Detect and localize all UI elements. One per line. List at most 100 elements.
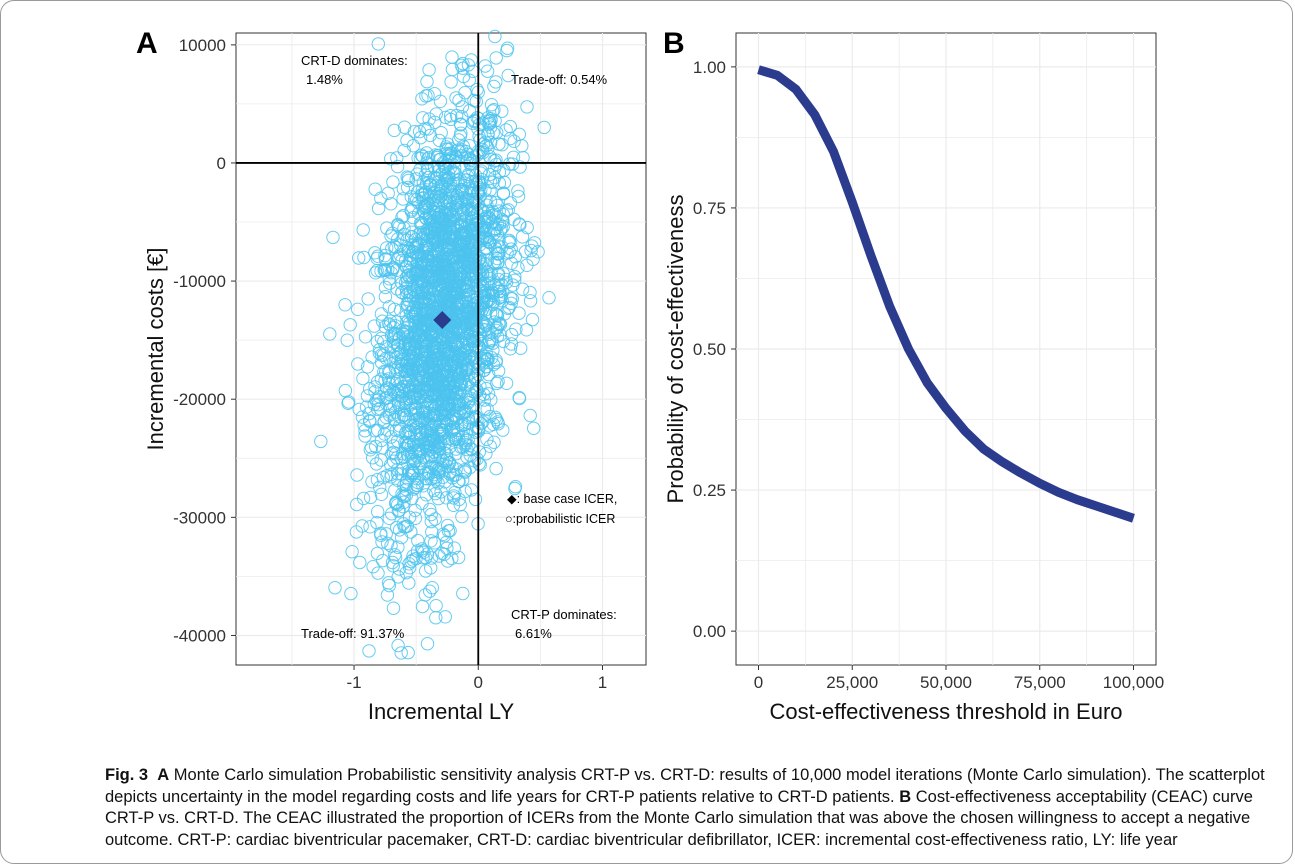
probabilistic-icer-point (431, 476, 445, 490)
annotation-se-line2: 6.61% (515, 626, 552, 641)
probabilistic-icer-point (394, 646, 408, 660)
probabilistic-icer-point (416, 191, 431, 205)
y-tick-label: 1.00 (693, 58, 726, 77)
probabilistic-icer-point (353, 555, 367, 570)
probabilistic-icer-point (388, 548, 402, 562)
probabilistic-icer-point (415, 92, 429, 106)
probabilistic-icer-point (479, 447, 493, 461)
probabilistic-icer-point (343, 318, 357, 332)
probabilistic-icer-point (481, 111, 495, 125)
probabilistic-icer-point (445, 50, 459, 64)
probabilistic-icer-point (523, 408, 537, 423)
probabilistic-icer-point (363, 382, 377, 396)
x-tick-label: 100,000 (1103, 673, 1164, 692)
probabilistic-icer-point (391, 638, 405, 653)
probabilistic-icer-point (392, 503, 406, 517)
caption-a-label: A (157, 766, 170, 784)
probabilistic-icer-point (338, 298, 352, 312)
probabilistic-icer-point (460, 450, 474, 464)
probabilistic-icer-point (500, 43, 514, 58)
probabilistic-icer-point (408, 511, 423, 525)
probabilistic-icer-point (384, 266, 398, 280)
probabilistic-icer-point (351, 302, 365, 316)
probabilistic-icer-point (370, 516, 384, 530)
y-tick-label: 0.00 (693, 622, 726, 641)
probabilistic-icer-point (352, 402, 366, 417)
caption-b-label: B (899, 787, 912, 806)
probabilistic-icer-point (387, 344, 401, 359)
probabilistic-icer-point (501, 68, 515, 83)
probabilistic-icer-point (378, 262, 392, 277)
probabilistic-icer-point (432, 549, 446, 563)
probabilistic-icer-point (488, 29, 502, 44)
probabilistic-icer-point (361, 292, 375, 306)
probabilistic-icer-point (499, 376, 514, 390)
probabilistic-icer-point (519, 323, 534, 337)
probabilistic-icer-point (523, 285, 537, 300)
probabilistic-icer-point (397, 120, 412, 134)
probabilistic-icer-point (489, 75, 503, 89)
probabilistic-icer-point (525, 312, 540, 327)
annotation-nw-line1: CRT-D dominates: (301, 53, 408, 68)
probabilistic-icer-point (373, 480, 387, 494)
x-tick-label: -1 (346, 673, 361, 692)
probabilistic-icer-point (505, 292, 519, 306)
probabilistic-icer-point (427, 87, 442, 101)
probabilistic-icer-point (489, 461, 503, 476)
probabilistic-icer-point (341, 396, 355, 410)
probabilistic-icer-point (381, 372, 396, 386)
probabilistic-icer-point (504, 337, 519, 351)
probabilistic-icer-point (349, 525, 364, 539)
probabilistic-icer-point (395, 210, 409, 224)
probabilistic-icer-point (381, 186, 395, 201)
y-tick-label: -30000 (173, 508, 226, 527)
probabilistic-icer-point (397, 143, 411, 158)
probabilistic-icer-point (410, 258, 424, 272)
caption-fig-label: Fig. 3 (105, 766, 149, 784)
probabilistic-icer-point (363, 490, 378, 505)
probabilistic-icer-point (356, 491, 371, 506)
probabilistic-icer-point (419, 488, 433, 502)
legend-base-case: ◆: base case ICER, (507, 492, 617, 506)
annotation-ne: Trade-off: 0.54% (511, 72, 608, 87)
probabilistic-icer-point (505, 157, 520, 171)
probabilistic-icer-point (323, 327, 337, 341)
probabilistic-icer-point (357, 418, 371, 432)
probabilistic-icer-point (454, 58, 469, 73)
probabilistic-icer-point (456, 61, 470, 75)
probabilistic-icer-point (479, 139, 493, 153)
probabilistic-icer-point (483, 439, 497, 453)
probabilistic-icer-point (397, 489, 412, 504)
panel-a-y-axis-label: Incremental costs [€] (143, 248, 168, 451)
probabilistic-icer-point (484, 98, 499, 112)
probabilistic-icer-point (374, 348, 389, 362)
y-tick-label: 0.50 (693, 340, 726, 359)
probabilistic-icer-point (390, 159, 405, 174)
probabilistic-icer-point (489, 195, 503, 210)
y-tick-label: -10000 (173, 272, 226, 291)
probabilistic-icer-point (376, 441, 390, 455)
annotation-nw-line2: 1.48% (306, 72, 343, 87)
x-tick-label: 50,000 (920, 673, 972, 692)
probabilistic-icer-point (467, 93, 481, 108)
panel-a: A -1 0 1 10000 0 -10000 -20000 -30000 -40000 CRT… (136, 27, 647, 724)
probabilistic-icer-point (454, 126, 468, 140)
probabilistic-icer-point (452, 492, 466, 507)
probabilistic-icer-point (397, 495, 411, 509)
panel-a-probabilistic-points (314, 29, 556, 660)
probabilistic-icer-point (425, 581, 439, 595)
probabilistic-icer-point (507, 134, 521, 149)
probabilistic-icer-point (386, 454, 401, 468)
probabilistic-icer-point (368, 266, 383, 280)
probabilistic-icer-point (489, 153, 503, 167)
probabilistic-icer-point (491, 374, 505, 389)
probabilistic-icer-point (338, 383, 353, 398)
probabilistic-icer-point (421, 122, 435, 136)
panel-b-x-axis-label: Cost-effectiveness threshold in Euro (770, 699, 1123, 724)
probabilistic-icer-point (355, 410, 370, 424)
x-tick-label: 25,000 (826, 673, 878, 692)
probabilistic-icer-point (402, 576, 416, 590)
probabilistic-icer-point (374, 433, 389, 448)
probabilistic-icer-point (408, 503, 422, 517)
panel-b-y-axis-label: Probability of cost-effectiveness (663, 195, 688, 504)
